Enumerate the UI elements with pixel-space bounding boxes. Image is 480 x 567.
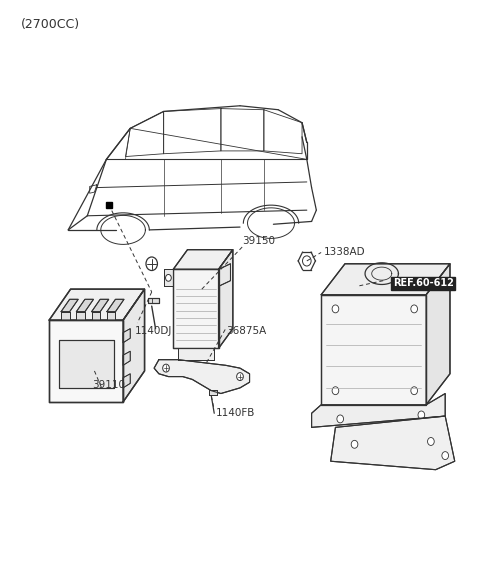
Polygon shape xyxy=(123,351,130,365)
Polygon shape xyxy=(92,299,109,312)
Polygon shape xyxy=(321,264,450,295)
Circle shape xyxy=(351,441,358,448)
Polygon shape xyxy=(107,312,116,320)
Text: 1140FB: 1140FB xyxy=(216,408,255,418)
Text: (2700CC): (2700CC) xyxy=(21,18,80,31)
Polygon shape xyxy=(218,264,230,286)
Text: REF.60-612: REF.60-612 xyxy=(393,278,454,289)
Polygon shape xyxy=(123,329,130,342)
Polygon shape xyxy=(49,320,123,402)
Polygon shape xyxy=(312,393,445,428)
Polygon shape xyxy=(426,264,450,405)
Circle shape xyxy=(163,364,169,372)
Polygon shape xyxy=(321,295,426,405)
Circle shape xyxy=(337,415,344,423)
Polygon shape xyxy=(331,416,455,469)
Circle shape xyxy=(237,373,243,380)
Text: 36875A: 36875A xyxy=(226,327,266,336)
Polygon shape xyxy=(178,348,214,359)
Circle shape xyxy=(411,305,418,313)
Polygon shape xyxy=(164,269,173,286)
Polygon shape xyxy=(173,249,233,269)
Circle shape xyxy=(146,257,157,270)
Circle shape xyxy=(302,256,311,266)
Text: REF.60-612: REF.60-612 xyxy=(393,278,454,289)
Polygon shape xyxy=(173,269,218,348)
Polygon shape xyxy=(218,249,233,348)
Circle shape xyxy=(166,274,171,281)
Text: 39110: 39110 xyxy=(92,380,125,390)
Polygon shape xyxy=(208,390,217,395)
Polygon shape xyxy=(154,359,250,393)
Circle shape xyxy=(332,305,339,313)
Polygon shape xyxy=(61,299,78,312)
Text: 1140DJ: 1140DJ xyxy=(135,327,172,336)
Circle shape xyxy=(418,411,425,419)
Polygon shape xyxy=(92,312,100,320)
Circle shape xyxy=(411,387,418,395)
Circle shape xyxy=(442,452,448,459)
Text: 39150: 39150 xyxy=(242,236,276,246)
Circle shape xyxy=(332,387,339,395)
Polygon shape xyxy=(61,312,70,320)
Polygon shape xyxy=(49,289,144,320)
Polygon shape xyxy=(107,299,124,312)
Polygon shape xyxy=(76,299,94,312)
Polygon shape xyxy=(59,340,114,388)
Circle shape xyxy=(428,438,434,446)
Polygon shape xyxy=(123,289,144,402)
Polygon shape xyxy=(76,312,85,320)
Polygon shape xyxy=(123,374,130,388)
Polygon shape xyxy=(148,298,159,303)
Text: 1338AD: 1338AD xyxy=(324,247,365,257)
